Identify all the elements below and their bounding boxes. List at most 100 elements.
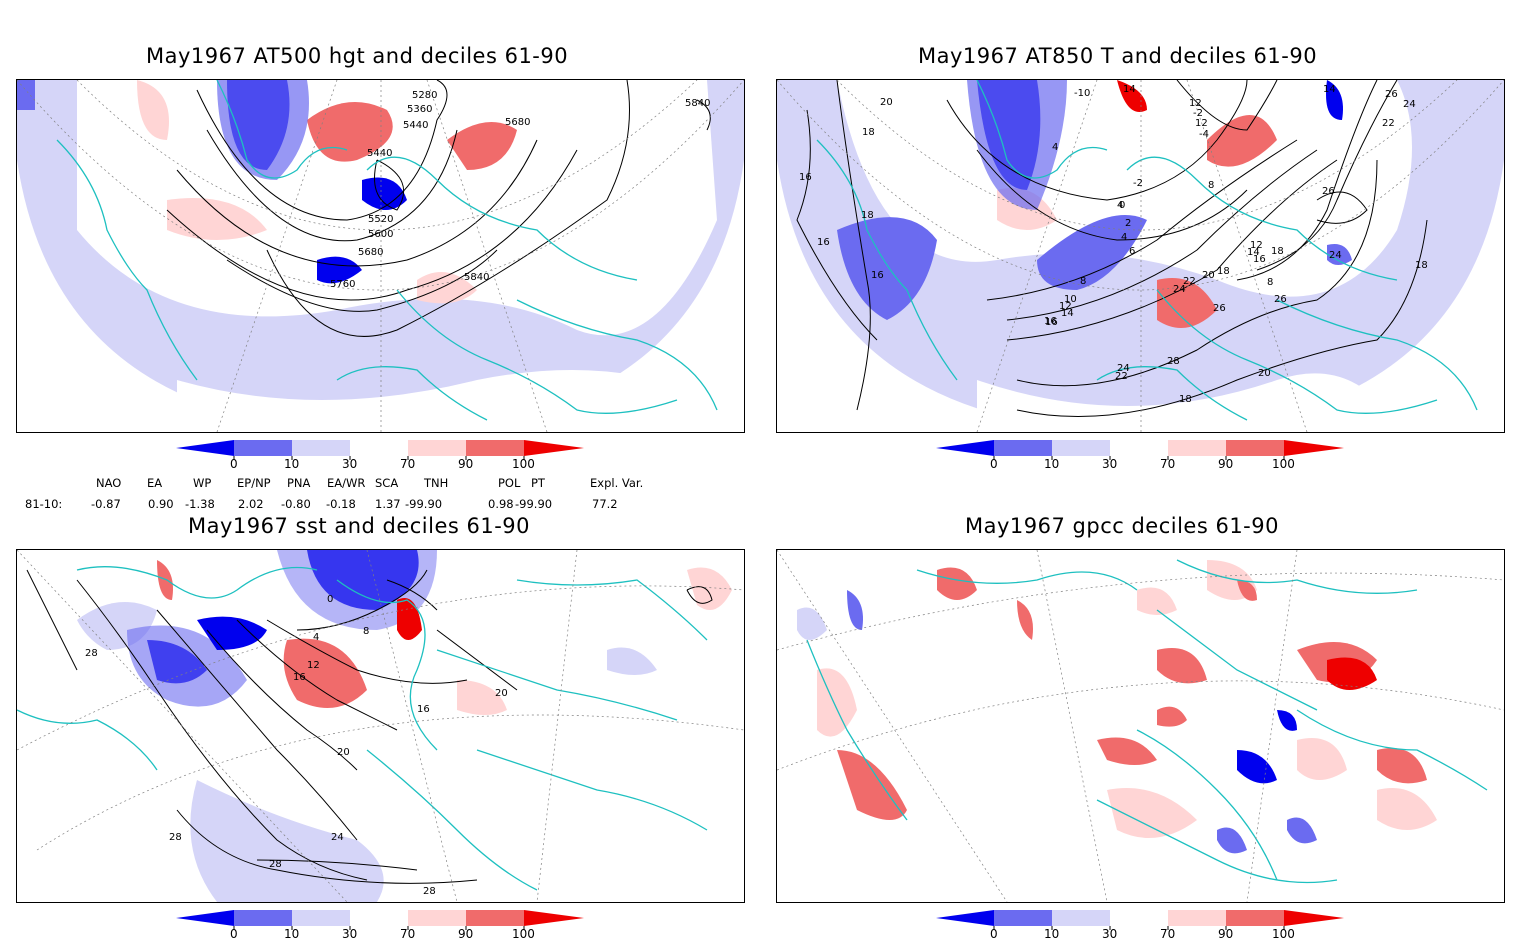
contour-label: 16 [417,704,430,715]
contour-label: 18 [1271,246,1284,257]
contour-label: 0 [1119,200,1125,211]
contour-label: 22 [1115,371,1128,382]
colorbar-segment [1226,910,1284,926]
contour-label: 8 [1080,276,1086,287]
contour-label: 16 [871,270,884,281]
map-panel-sst: 28 0 4 8 12 16 16 20 20 24 28 28 28 [16,549,745,903]
colorbar-label: 90 [1218,927,1233,941]
contour-label: 28 [1167,356,1180,367]
index-header-nao: NAO [96,476,122,490]
index-header-tnh: TNH [424,476,449,490]
colorbar-max-triangle [524,910,584,926]
colorbar-max-triangle [1284,440,1344,456]
positive-anomaly [1207,115,1277,167]
contour-label: 0 [327,594,333,605]
colorbar-segment [234,440,292,456]
contour-label: 2 [1125,218,1131,229]
contour-label: 5520 [368,214,393,225]
negative-anomaly [1327,244,1352,265]
colorbar-min-triangle [936,910,994,926]
contour-label: 5680 [505,117,530,128]
graticule [777,550,1504,902]
colorbar-segment [1110,910,1168,926]
colorbar-label: 90 [458,457,473,471]
index-value-pt: -99.90 [515,497,553,511]
colorbar-segment [408,910,466,926]
graticule [17,80,744,432]
contour-label: 26 [1213,303,1226,314]
colorbar-label: 70 [1160,927,1175,941]
colorbar-segment [1226,440,1284,456]
map-panel-t850: 20 18 16 16 18 16 -10 14 12 -2 12 -4 4 1… [776,79,1505,433]
contour-label: 20 [337,747,350,758]
contour-label: 5760 [330,279,355,290]
contour-label: 12 [307,660,320,671]
contour-label: 5840 [464,272,489,283]
temperature-contours [796,80,1428,418]
contour-label: 18 [861,210,874,221]
contour-label: 12 [1189,98,1202,109]
positive-anomaly [1157,278,1217,328]
contour-label: 18 [1217,266,1230,277]
graticule [17,550,744,902]
colorbar-min-triangle [936,440,994,456]
contour-label: 28 [169,832,182,843]
negative-anomaly [607,647,657,675]
index-header-pna: PNA [287,476,311,490]
index-value-nao: -0.87 [91,497,121,511]
index-header-wp: WP [193,476,212,490]
contour-label: 4 [313,632,319,643]
colorbar-segment [350,440,408,456]
colorbar-max-triangle [1284,910,1344,926]
colorbar-swatches [176,440,584,460]
positive-anomaly [687,567,732,610]
index-value-explvar: 77.2 [592,497,618,511]
index-value-eawr: -0.18 [326,497,356,511]
contour-label: 12 [1250,240,1263,251]
colorbar-segment [1110,440,1168,456]
panel-3-title: May1967 sst and deciles 61-90 [188,514,531,538]
contour-label: 8 [1208,180,1214,191]
contour-label: 18 [1179,394,1192,405]
contour-label: 18 [1415,260,1428,271]
colorbar-panel-2: 0 10 30 70 90 100 [936,440,1344,471]
contour-label: 5840 [685,98,710,109]
colorbar-label: 10 [1044,927,1059,941]
index-value-sca: 1.37 [375,497,401,511]
colorbar-segment [994,910,1052,926]
map-hgt500-svg: 5280 5360 5440 5680 5840 5440 5520 5600 … [17,80,744,432]
index-value-epnp: 2.02 [238,497,264,511]
index-value-ea: 0.90 [148,497,174,511]
negative-anomaly [1326,80,1343,120]
colorbar-label: 70 [1160,457,1175,471]
map-panel-hgt500: 5280 5360 5440 5680 5840 5440 5520 5600 … [16,79,745,433]
positive-anomaly [283,638,367,708]
positive-anomaly [137,80,169,140]
contour-label: 5360 [407,104,432,115]
contour-label: 24 [331,832,344,843]
contour-label: 12 [1059,301,1072,312]
contour-label: 22 [1382,118,1395,129]
contour-label: 16 [1253,254,1266,265]
index-header-epnp: EP/NP [237,476,271,490]
colorbar-segment [1168,440,1226,456]
negative-anomaly [190,780,384,902]
index-header-explvar: Expl. Var. [590,476,644,490]
graticule [777,80,1504,432]
index-row-label: 81-10: [25,497,63,511]
coastlines [806,559,1488,884]
contour-label: 28 [269,859,282,870]
contour-label: 20 [1202,270,1215,281]
index-header-pol: POL [498,476,521,490]
index-header-ea: EA [147,476,163,490]
contour-label: 5440 [367,148,392,159]
positive-anomaly [1117,80,1147,112]
contour-label: 24 [1117,363,1130,374]
precip-anomaly-patches [797,560,1437,854]
neutral-zone [177,370,657,432]
colorbar-swatches [176,910,584,930]
colorbar-segment [1052,910,1110,926]
contour-label: 18 [862,127,875,138]
colorbar-label: 30 [1102,457,1117,471]
contour-label: 16 [1044,316,1057,327]
